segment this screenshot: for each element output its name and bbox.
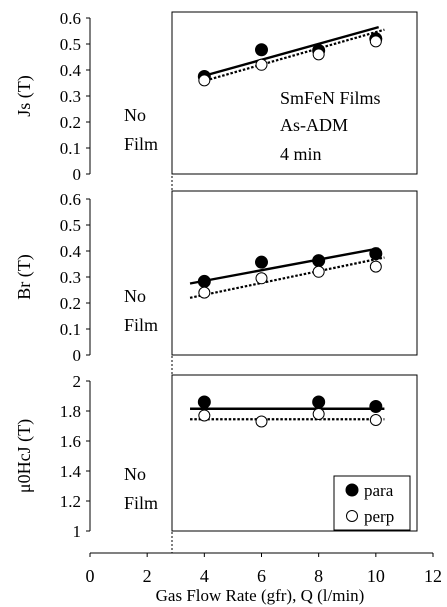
y-tick-label: 0.2	[60, 294, 81, 313]
y-tick-label: 0	[73, 165, 82, 184]
data-point-perp	[312, 48, 325, 61]
no-film-label: Film	[124, 315, 158, 335]
sample-annotation: 4 min	[280, 144, 322, 164]
y-tick-label: 0.5	[60, 35, 81, 54]
y-tick-label: 1.4	[60, 462, 82, 481]
data-point-para	[369, 400, 383, 413]
plot-area-1	[171, 11, 418, 175]
data-point-perp	[198, 286, 211, 299]
y-tick-label: 0	[73, 346, 82, 365]
y-tick-label: 1	[73, 522, 82, 541]
y-tick-label: 0.5	[60, 216, 81, 235]
no-film-label: Film	[124, 134, 158, 154]
y-tick-label: 0.2	[60, 113, 81, 132]
y-tick-label: 1.6	[60, 432, 81, 451]
y-tick-label: 0.4	[60, 61, 82, 80]
data-point-perp	[198, 74, 211, 87]
data-point-perp	[369, 260, 382, 273]
trendline-perp	[201, 28, 385, 83]
data-point-para	[312, 395, 326, 409]
sample-annotation: SmFeN Films	[280, 88, 381, 108]
y-tick-label: 0.6	[60, 9, 81, 28]
data-point-perp	[255, 272, 268, 285]
data-point-perp	[255, 58, 268, 71]
no-film-label: Film	[124, 493, 158, 513]
legend-marker-para	[345, 483, 359, 497]
legend-box	[333, 475, 411, 531]
data-point-para	[369, 247, 383, 261]
no-film-label: No	[124, 464, 146, 484]
data-point-perp	[255, 415, 268, 428]
x-tick-label: 2	[143, 566, 152, 586]
x-tick-label: 4	[200, 566, 209, 586]
no-film-label: No	[124, 286, 146, 306]
data-point-para	[197, 395, 211, 409]
y-tick-label: 0.3	[60, 87, 81, 106]
y-tick-label: 0.4	[60, 242, 82, 261]
data-point-para	[255, 255, 268, 269]
y-tick-label: 0.3	[60, 268, 81, 287]
data-point-perp	[198, 409, 211, 422]
data-point-perp	[312, 408, 325, 420]
legend-marker-perp	[346, 510, 358, 522]
legend-label-para: para	[364, 481, 394, 500]
no-film-label: No	[124, 105, 146, 125]
data-point-perp	[312, 265, 325, 278]
data-point-para	[197, 274, 211, 288]
y-axis-label-2: Br (T)	[14, 254, 35, 299]
data-point-perp	[369, 414, 382, 426]
y-tick-label: 1.2	[60, 492, 81, 511]
x-axis-label: Gas Flow Rate (gfr), Q (l/min)	[156, 586, 365, 605]
data-point-perp	[369, 35, 382, 48]
trendline-para	[201, 25, 380, 78]
legend-label-perp: perp	[364, 507, 394, 526]
y-tick-label: 2	[73, 372, 82, 391]
x-tick-label: 12	[424, 566, 442, 586]
sample-annotation: As-ADM	[280, 115, 348, 135]
y-tick-label: 1.8	[60, 402, 81, 421]
y-tick-label: 0.1	[60, 320, 81, 339]
data-point-para	[255, 43, 268, 57]
plot-area-2	[171, 190, 418, 356]
plot-area-3	[171, 374, 418, 532]
trendline-perp	[189, 256, 385, 299]
x-tick-label: 8	[314, 566, 323, 586]
y-axis-label-3: μ0HcJ (T)	[14, 419, 35, 493]
y-axis-label-1: Js (T)	[14, 75, 35, 117]
x-tick-label: 6	[257, 566, 266, 586]
x-tick-label: 0	[86, 566, 95, 586]
x-tick-label: 10	[367, 566, 385, 586]
y-tick-label: 0.1	[60, 139, 81, 158]
y-tick-label: 0.6	[60, 190, 81, 209]
trendline-para	[189, 247, 379, 285]
data-point-para	[312, 254, 326, 268]
